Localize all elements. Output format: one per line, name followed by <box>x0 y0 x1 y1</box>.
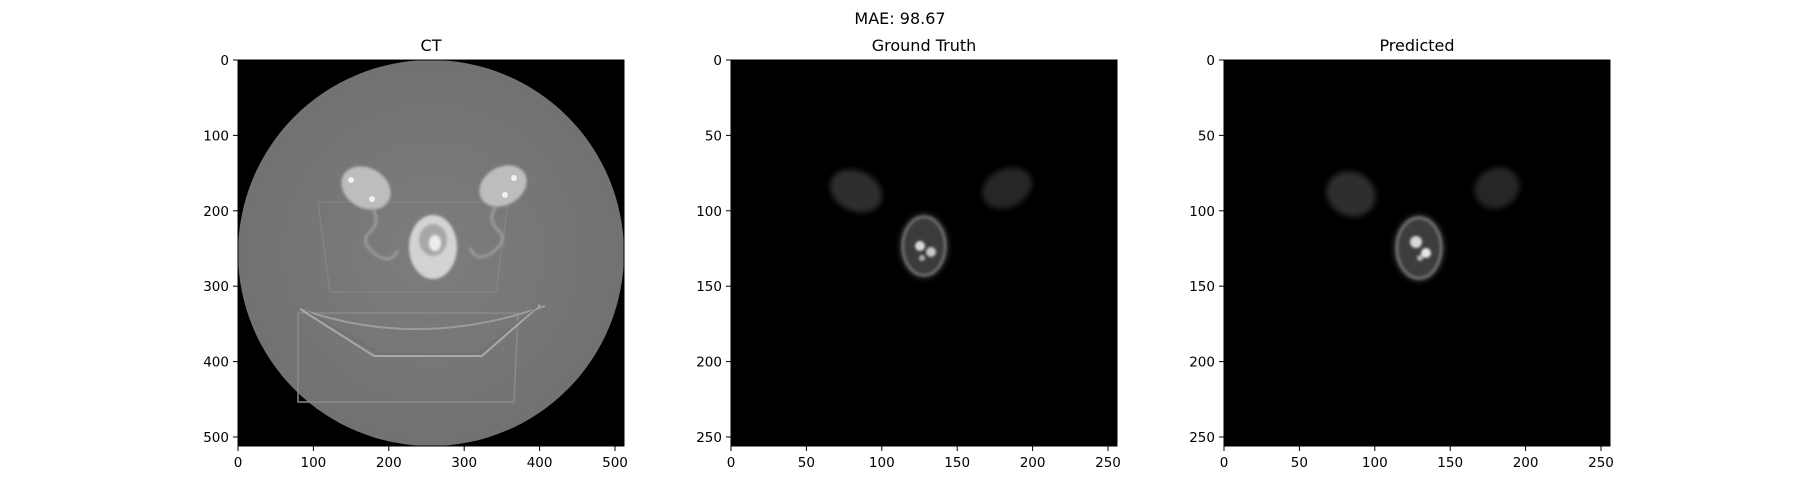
y-tick-label: 200 <box>1189 355 1215 371</box>
x-axis-ct <box>237 446 616 451</box>
y-tick-label: 100 <box>203 128 229 144</box>
y-tick-label: 50 <box>1198 128 1215 144</box>
panel-title-ct: CT <box>421 36 442 55</box>
axes-frame-predicted <box>1223 59 1611 447</box>
x-tick-label: 200 <box>1020 455 1046 471</box>
y-tick-label: 150 <box>1189 279 1215 295</box>
x-tick-label: 0 <box>727 455 736 471</box>
panel-title-ground-truth: Ground Truth <box>872 36 977 55</box>
y-axis-ground-truth <box>726 59 731 438</box>
y-tick-label: 0 <box>713 53 722 69</box>
x-tick-label: 0 <box>234 455 243 471</box>
y-tick-label: 200 <box>203 204 229 220</box>
x-tick-label: 150 <box>1437 455 1463 471</box>
axes-frame-ground-truth <box>730 59 1118 447</box>
x-tick-label: 400 <box>527 455 553 471</box>
y-tick-label: 0 <box>1206 53 1215 69</box>
axes-frame-ct <box>237 59 625 447</box>
ct-image <box>238 60 624 446</box>
panel-predicted: Predicted <box>1189 36 1614 471</box>
y-tick-label: 100 <box>696 204 722 220</box>
x-tick-label: 200 <box>376 455 402 471</box>
y-axis-predicted <box>1219 59 1224 438</box>
x-axis-ground-truth <box>730 446 1109 451</box>
y-tick-label: 0 <box>220 53 229 69</box>
x-tick-label: 500 <box>602 455 628 471</box>
panel-ct: CT <box>203 36 628 471</box>
x-tick-label: 50 <box>798 455 815 471</box>
x-tick-label: 150 <box>944 455 970 471</box>
y-tick-label: 250 <box>696 430 722 446</box>
x-tick-label: 100 <box>301 455 327 471</box>
x-tick-label: 100 <box>1362 455 1388 471</box>
y-tick-label: 200 <box>696 355 722 371</box>
panel-ground-truth: Ground Truth <box>696 36 1121 471</box>
x-tick-label: 250 <box>1095 455 1121 471</box>
x-axis-predicted <box>1223 446 1602 451</box>
y-tick-label: 100 <box>1189 204 1215 220</box>
y-tick-label: 300 <box>203 279 229 295</box>
ground-truth-image <box>731 60 1117 446</box>
x-tick-label: 50 <box>1291 455 1308 471</box>
y-tick-label: 150 <box>696 279 722 295</box>
x-tick-label: 250 <box>1588 455 1614 471</box>
x-tick-label: 0 <box>1220 455 1229 471</box>
panel-title-predicted: Predicted <box>1379 36 1454 55</box>
y-axis-ct <box>233 59 238 438</box>
y-tick-label: 400 <box>203 355 229 371</box>
x-tick-label: 200 <box>1513 455 1539 471</box>
y-tick-label: 50 <box>705 128 722 144</box>
x-tick-label: 100 <box>869 455 895 471</box>
x-tick-label: 300 <box>451 455 477 471</box>
y-tick-label: 250 <box>1189 430 1215 446</box>
predicted-image <box>1224 60 1610 446</box>
y-tick-label: 500 <box>203 430 229 446</box>
figure-suptitle: MAE: 98.67 <box>854 9 945 28</box>
